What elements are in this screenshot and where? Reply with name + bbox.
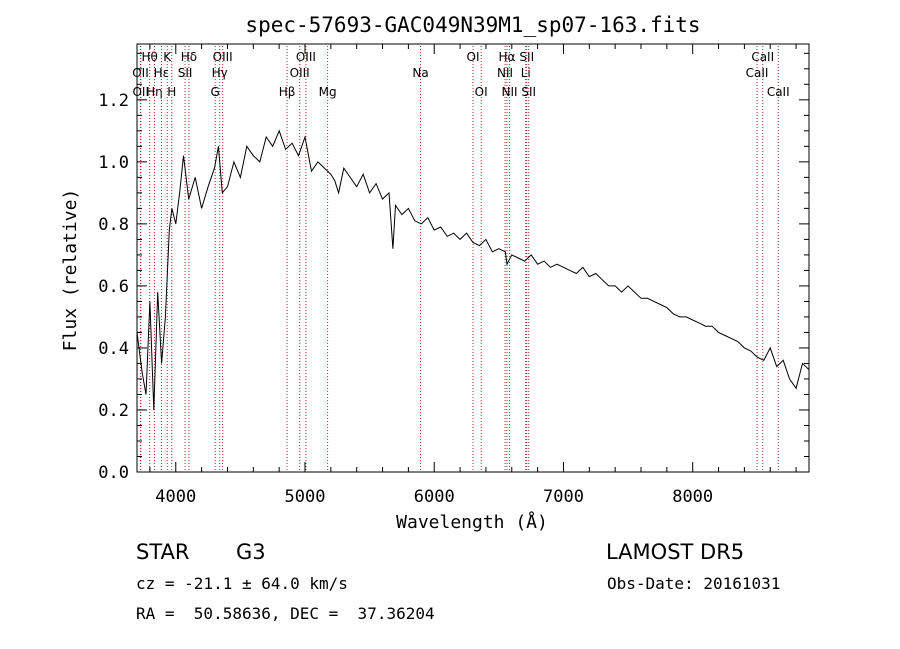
y-axis: 0.0 0.2 0.4 0.6 0.8 1.0 1.2 <box>98 52 809 483</box>
line-label-18: OI <box>475 85 488 99</box>
line-label-12: Hβ <box>279 85 296 99</box>
line-label-13: OIII <box>296 50 316 64</box>
y-tick-label-1.0: 1.0 <box>98 153 129 173</box>
line-label-0: Hθ <box>141 50 157 64</box>
line-label-9: OIII <box>213 50 233 64</box>
survey-name: LAMOST DR5 <box>606 540 745 564</box>
x-tick-label-4000: 4000 <box>155 487 196 507</box>
plot-frame <box>136 43 810 473</box>
spectrum-line <box>136 129 810 411</box>
line-label-4: K <box>163 50 172 64</box>
line-label-20: NII <box>497 66 513 80</box>
line-label-26: CaII <box>746 66 769 80</box>
y-tick-label-0.0: 0.0 <box>98 463 129 483</box>
line-label-8: SII <box>178 66 193 80</box>
line-label-16: Na <box>412 66 428 80</box>
obs-date: Obs-Date: 20161031 <box>607 574 781 593</box>
y-tick-label-1.2: 1.2 <box>98 91 129 111</box>
line-label-3: Hη <box>146 85 163 99</box>
line-label-23: Li <box>521 66 531 80</box>
x-tick-label-7000: 7000 <box>543 487 584 507</box>
x-tick-label-6000: 6000 <box>414 487 455 507</box>
line-label-6: H <box>167 85 176 99</box>
subclass: G3 <box>236 540 266 564</box>
line-label-5: Hε <box>154 66 170 80</box>
x-axis-title: Wavelength (Å) <box>396 511 548 533</box>
line-label-27: CaII <box>767 85 790 99</box>
line-label-11: G <box>211 85 220 99</box>
x-axis: 4000 5000 6000 7000 8000 <box>149 44 797 507</box>
line-label-17: OI <box>467 50 480 64</box>
line-label-7: Hδ <box>181 50 197 64</box>
object-class: STAR <box>136 540 190 564</box>
y-axis-title: Flux (relative) <box>60 189 81 352</box>
line-label-25: CaII <box>751 50 774 64</box>
x-tick-label-8000: 8000 <box>672 487 713 507</box>
line-label-19: Hα <box>499 50 516 64</box>
y-tick-label-0.4: 0.4 <box>98 339 129 359</box>
chart-title: spec-57693-GAC049N39M1_sp07-163.fits <box>245 13 700 37</box>
x-tick-label-5000: 5000 <box>285 487 326 507</box>
coordinates: RA = 50.58636, DEC = 37.36204 <box>136 604 435 623</box>
y-tick-label-0.6: 0.6 <box>98 277 129 297</box>
line-label-22: SII <box>519 50 534 64</box>
line-label-15: Mg <box>319 85 337 99</box>
y-tick-label-0.8: 0.8 <box>98 215 129 235</box>
line-label-14: OIII <box>290 66 310 80</box>
line-label-24: SII <box>521 85 536 99</box>
line-label-10: Hγ <box>212 66 228 80</box>
y-tick-label-0.2: 0.2 <box>98 401 129 421</box>
line-label-21: NII <box>502 85 518 99</box>
redshift-readout: cz = -21.1 ± 64.0 km/s <box>136 574 348 593</box>
